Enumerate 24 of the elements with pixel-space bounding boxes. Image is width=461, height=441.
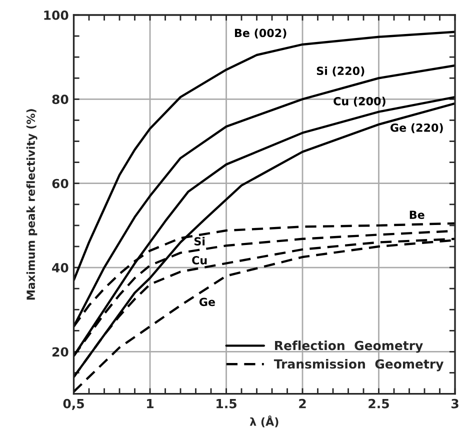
x-tick-label: 0,5 <box>63 398 84 410</box>
series-label: Be (002) <box>234 28 286 38</box>
annotation: Reflection Geometry <box>275 340 423 353</box>
x-axis-title: λ (Å) <box>250 415 278 428</box>
x-tick-label: 2 <box>299 398 306 408</box>
series-label: Be <box>410 210 424 219</box>
series-label: Si (220) <box>316 66 364 76</box>
x-tick-label: 1 <box>147 399 154 408</box>
y-tick-label: 20 <box>52 347 68 357</box>
y-tick-label: 40 <box>52 263 68 272</box>
series-label: Ge (220) <box>390 123 443 134</box>
x-tick-label: 3 <box>451 398 458 408</box>
series-label: Si <box>194 236 205 246</box>
series-label: Cu (200) <box>334 96 386 107</box>
y-tick-label: 80 <box>52 94 68 104</box>
annotation: Transmission Geometry <box>274 359 444 372</box>
y-tick-label: 100 <box>44 10 68 20</box>
x-tick-label: 1.5 <box>216 399 236 408</box>
y-tick-label: 60 <box>52 178 68 188</box>
line-series <box>74 30 456 282</box>
series-label: Cu <box>192 256 207 264</box>
series-label: Ge <box>199 298 215 306</box>
y-axis-title: Maximum peak reflectivity (%) <box>26 109 38 300</box>
x-tick-label: 2.5 <box>368 398 389 408</box>
